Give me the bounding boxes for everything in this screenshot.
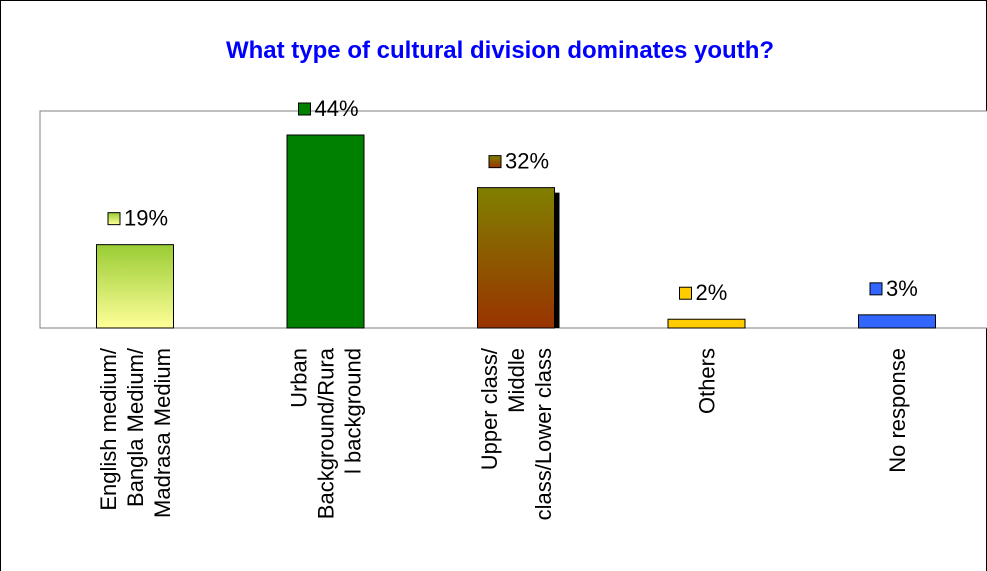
category-label-line: Madrasa Medium: [150, 348, 175, 518]
data-label-text: 3%: [886, 276, 918, 301]
bars: [96, 134, 936, 329]
category-labels: English medium/Bangla Medium/Madrasa Med…: [96, 347, 910, 520]
category-label-line: class/Lower class: [531, 348, 556, 520]
category-label-line: Upper class/: [477, 347, 502, 470]
category-label: Upper class/Middleclass/Lower class: [477, 347, 556, 520]
data-label: 3%: [869, 276, 918, 301]
category-label-line: English medium/: [96, 347, 121, 511]
legend-key: [298, 102, 311, 116]
bar: [286, 134, 365, 329]
data-label-text: 2%: [696, 280, 728, 305]
bar: [667, 318, 746, 329]
chart-title: What type of cultural division dominates…: [226, 37, 774, 64]
category-label-line: l background: [341, 348, 366, 474]
legend-key: [488, 155, 502, 169]
bar: [477, 187, 555, 329]
category-label-line: No response: [885, 348, 910, 473]
category-label-line: Urban: [287, 348, 312, 408]
legend-key: [869, 282, 883, 296]
bar: [858, 314, 936, 329]
legend-key: [679, 286, 692, 300]
data-label: 44%: [298, 96, 359, 121]
data-label: 2%: [679, 280, 728, 305]
category-label-line: Middle: [504, 348, 529, 413]
bar: [96, 244, 174, 329]
data-labels: 19% 44% 32% 2% 3%: [107, 96, 918, 305]
category-label: Others: [695, 348, 720, 414]
data-label: 32%: [488, 149, 549, 174]
category-label: UrbanBackground/Rural background: [287, 347, 366, 519]
data-label-text: 44%: [315, 96, 359, 121]
data-label: 19%: [107, 206, 168, 231]
category-label-line: Others: [695, 348, 720, 414]
category-label: English medium/Bangla Medium/Madrasa Med…: [96, 347, 175, 518]
category-label: No response: [885, 348, 910, 473]
category-label-line: Bangla Medium/: [123, 347, 148, 507]
legend-key: [107, 212, 121, 226]
data-label-text: 32%: [505, 149, 549, 174]
category-label-line: Background/Rura: [314, 347, 339, 519]
data-label-text: 19%: [124, 206, 168, 231]
